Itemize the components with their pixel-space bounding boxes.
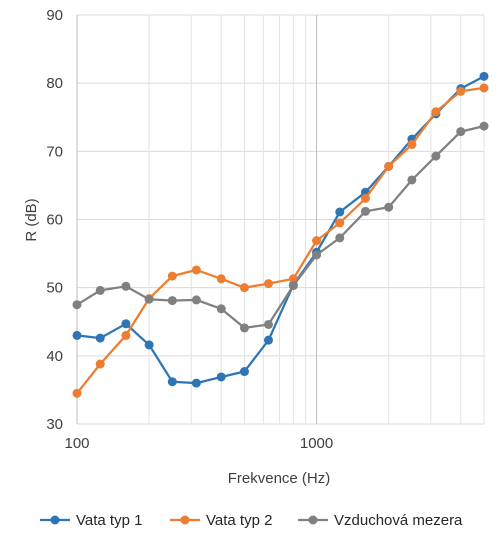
series-1 [72, 71, 489, 388]
series-line [76, 125, 485, 330]
data-point [288, 281, 298, 291]
data-point [431, 107, 441, 117]
data-point [144, 340, 154, 350]
data-point [384, 202, 394, 212]
data-point [312, 236, 322, 246]
y-axis-title: R (dB) [23, 198, 40, 241]
series-line [76, 86, 485, 394]
tick-labels: 30 40 50 60 70 80 90 100 1000 [46, 7, 333, 452]
data-point [216, 372, 226, 382]
data-point [239, 283, 249, 293]
legend-marker [308, 515, 318, 525]
data-point [456, 127, 466, 137]
data-point [407, 140, 417, 150]
data-point [191, 265, 201, 275]
data-point [335, 233, 345, 243]
data-point [407, 175, 417, 185]
data-point [263, 279, 273, 289]
x-tick-label: 1000 [300, 435, 333, 452]
data-point [167, 377, 177, 387]
legend-label: Vzduchová mezera [334, 512, 463, 529]
data-point [95, 359, 105, 369]
data-point [384, 161, 394, 171]
data-point [263, 335, 273, 345]
y-tick-label: 60 [46, 212, 63, 229]
data-point [121, 281, 131, 291]
legend-marker [50, 515, 60, 525]
data-point [335, 207, 345, 217]
y-tick-label: 90 [46, 7, 63, 24]
data-point [167, 271, 177, 281]
series-line [76, 75, 485, 385]
data-point [216, 304, 226, 314]
legend-marker [180, 515, 190, 525]
data-point [239, 367, 249, 377]
data-point [216, 274, 226, 284]
data-point [335, 218, 345, 228]
data-point [121, 319, 131, 329]
legend-item: Vata typ 1 [40, 512, 142, 529]
data-point [121, 330, 131, 340]
data-point [431, 151, 441, 161]
legend-label: Vata typ 1 [76, 512, 142, 529]
data-point [360, 193, 370, 203]
y-tick-label: 80 [46, 75, 63, 92]
series-3 [72, 121, 489, 333]
data-point [479, 83, 489, 93]
legend-label: Vata typ 2 [206, 512, 272, 529]
data-point [191, 378, 201, 388]
legend: Vata typ 1 Vata typ 2 Vzduchová mezera [40, 512, 463, 529]
data-point [312, 250, 322, 260]
data-point [95, 333, 105, 343]
data-point [72, 300, 82, 310]
x-tick-label: 100 [64, 435, 89, 452]
data-point [72, 388, 82, 398]
data-point [167, 296, 177, 306]
grid [76, 14, 485, 425]
y-tick-label: 70 [46, 143, 63, 160]
data-point [239, 323, 249, 333]
legend-item: Vata typ 2 [170, 512, 272, 529]
series-lines [72, 71, 489, 398]
data-point [456, 86, 466, 96]
y-tick-label: 30 [46, 416, 63, 433]
y-tick-label: 40 [46, 348, 63, 365]
data-point [144, 294, 154, 304]
series-2 [72, 83, 489, 398]
data-point [360, 206, 370, 216]
x-axis-title: Frekvence (Hz) [228, 470, 331, 487]
y-tick-label: 50 [46, 280, 63, 297]
data-point [95, 285, 105, 295]
legend-item: Vzduchová mezera [298, 512, 463, 529]
data-point [479, 121, 489, 131]
data-point [479, 71, 489, 81]
data-point [72, 330, 82, 340]
data-point [191, 295, 201, 305]
data-point [263, 319, 273, 329]
